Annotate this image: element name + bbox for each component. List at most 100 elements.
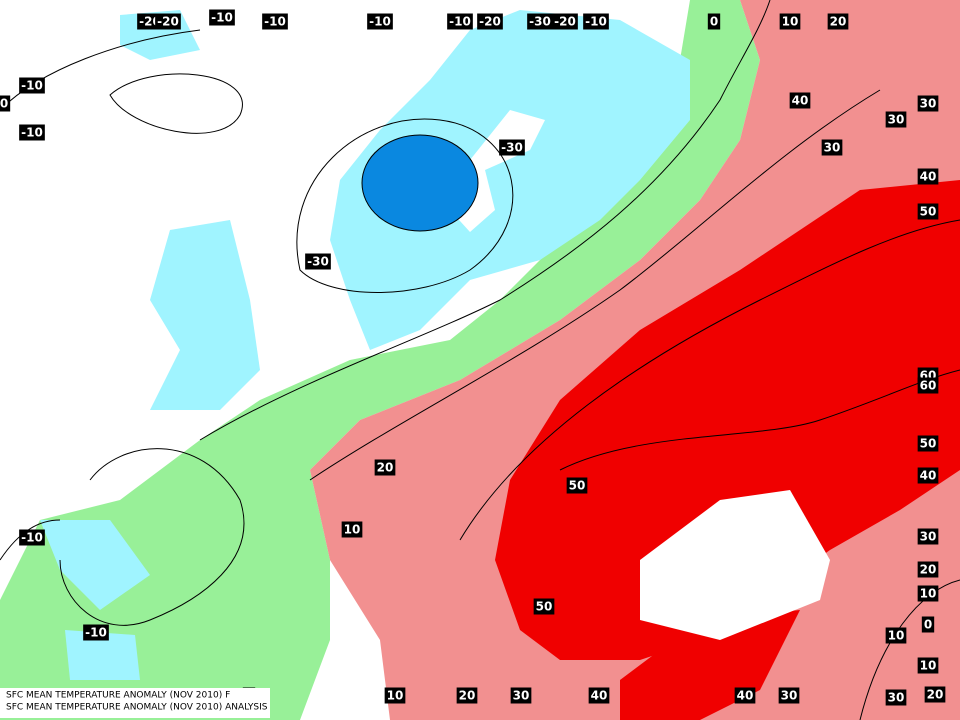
contour-label-box <box>499 139 525 156</box>
contour-label: 10 <box>387 689 404 703</box>
contour-label-box <box>155 13 181 30</box>
contour-label-box <box>374 459 396 476</box>
contour-label: 10 <box>920 659 937 673</box>
contour-label-box <box>778 687 800 704</box>
contour-label-box <box>917 528 939 545</box>
band-minus <box>65 630 140 680</box>
contour-line <box>59 448 245 626</box>
contour-label: 50 <box>920 437 937 451</box>
contour-label: 20 <box>927 688 944 702</box>
contour-label: -10 <box>21 79 43 93</box>
caption: SFC MEAN TEMPERATURE ANOMALY (NOV 2010) … <box>6 703 268 713</box>
contour-label: 30 <box>888 113 905 127</box>
contour-line <box>309 89 881 481</box>
contour-label: 60 <box>920 379 937 393</box>
contour-label-box <box>456 687 478 704</box>
contour-label: -20 <box>157 15 179 29</box>
contour-label: -30 <box>501 141 523 155</box>
contour-label: -10 <box>264 15 286 29</box>
band-minus <box>150 220 260 410</box>
contour-label-box <box>917 168 939 185</box>
contour-label-box <box>917 657 939 674</box>
contour-label: 10 <box>782 15 799 29</box>
band-50-plus <box>495 180 960 660</box>
contour-label-box <box>917 561 939 578</box>
contour-label-box <box>789 92 811 109</box>
contour-label: 0 <box>924 618 932 632</box>
contour-line <box>109 73 243 134</box>
contour-label-box <box>917 377 939 394</box>
contour-label-box <box>821 139 843 156</box>
contour-label-box <box>707 13 721 30</box>
contour-label: 10 <box>920 587 937 601</box>
contour-label-box <box>262 13 288 30</box>
contour-label: -10 <box>211 11 233 25</box>
contour-label-box <box>566 477 588 494</box>
band-minus <box>330 10 690 350</box>
band-minus-30 <box>361 134 479 232</box>
contour-label-box <box>917 435 939 452</box>
contour-label-box <box>367 13 393 30</box>
contour-labels: -20-20 -10 -10 -10 -10 -20 -30 -20 -10 0 10 20-100-… <box>0 9 946 706</box>
contour-label-box <box>533 598 555 615</box>
contour-label-box <box>19 124 45 141</box>
contour-label-box <box>477 13 503 30</box>
contour-label: -20 <box>479 15 501 29</box>
contour-label-box <box>583 13 609 30</box>
contour-label: 40 <box>920 170 937 184</box>
contour-label: 50 <box>569 479 586 493</box>
contour-label: -10 <box>369 15 391 29</box>
contour-label: -10 <box>21 531 43 545</box>
contour-label: 10 <box>344 523 361 537</box>
contour-label: 30 <box>513 689 530 703</box>
contour-label-box <box>341 521 363 538</box>
contour-line <box>0 29 201 111</box>
contour-label-box <box>779 13 801 30</box>
contour-label-box <box>924 686 946 703</box>
contour-label-box <box>827 13 849 30</box>
contour-label: 50 <box>920 205 937 219</box>
contour-label-box <box>19 77 45 94</box>
contour-label-box <box>527 13 553 30</box>
contour-label-box <box>885 111 907 128</box>
contour-label: 20 <box>830 15 847 29</box>
contour-label-box <box>305 253 331 270</box>
contour-label: 30 <box>920 97 937 111</box>
contour-label: 30 <box>824 141 841 155</box>
contour-label-box <box>552 13 578 30</box>
contour-label-box <box>734 687 756 704</box>
contour-label: 30 <box>888 691 905 705</box>
contour-label-box <box>917 203 939 220</box>
contour-label: -30 <box>307 255 329 269</box>
contour-label-box <box>0 95 11 112</box>
contour-label-box <box>885 689 907 706</box>
contour-label-box <box>917 585 939 602</box>
contour-label-box <box>83 624 109 641</box>
band-minus <box>40 520 150 610</box>
contour-label-box <box>384 687 406 704</box>
contour-label: 20 <box>920 563 937 577</box>
contour-label-box <box>209 9 235 26</box>
contour-label: -20 <box>554 15 576 29</box>
contour-label-box <box>510 687 532 704</box>
contour-label: 20 <box>377 461 394 475</box>
contour-line <box>199 0 771 441</box>
contour-line <box>559 369 960 471</box>
contour-label: 0 <box>0 97 8 111</box>
contour-label: -30 <box>529 15 551 29</box>
caption: SFC MEAN TEMPERATURE ANOMALY (NOV 2010) … <box>6 691 230 701</box>
contour-label: -10 <box>585 15 607 29</box>
contour-label-box <box>447 13 473 30</box>
contour-label: 10 <box>888 629 905 643</box>
contour-line <box>859 579 960 720</box>
contour-label: -10 <box>21 126 43 140</box>
contour-label: -10 <box>449 15 471 29</box>
contour-label-box <box>921 616 935 633</box>
contour-label-box <box>588 687 610 704</box>
contour-label: 0 <box>710 15 718 29</box>
caption-box <box>0 688 270 718</box>
contour-label: 40 <box>591 689 608 703</box>
contour-label-box <box>19 529 45 546</box>
